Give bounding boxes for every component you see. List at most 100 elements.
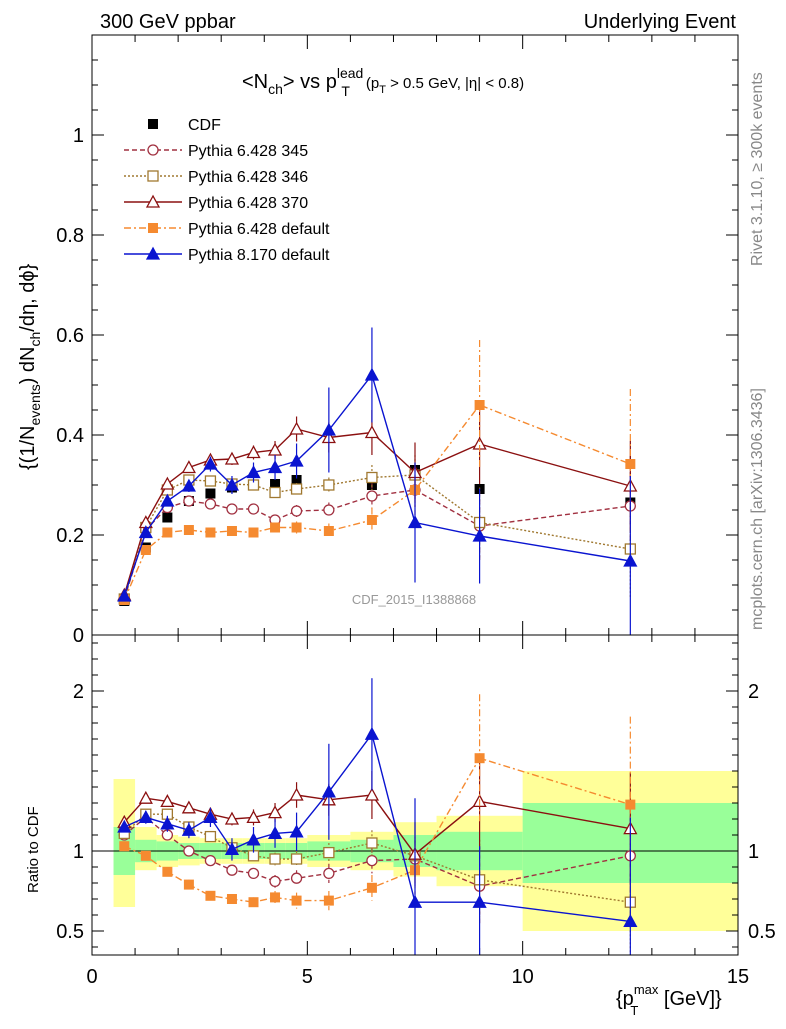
rivet-version-label: Rivet 3.1.10, ≥ 300k events bbox=[749, 72, 766, 266]
data-point bbox=[181, 822, 196, 836]
legend-marker bbox=[147, 144, 159, 156]
data-point bbox=[270, 479, 281, 489]
legend: CDF Pythia 6.428 345 Pythia 6.428 346 Pythi… bbox=[124, 117, 330, 264]
data-point bbox=[140, 545, 151, 555]
legend-entry: Pythia 6.428 370 bbox=[124, 194, 308, 212]
data-point bbox=[323, 867, 335, 880]
data-point bbox=[205, 527, 216, 538]
data-point bbox=[183, 525, 194, 535]
data-point bbox=[323, 846, 335, 859]
data-point bbox=[203, 810, 218, 824]
data-point bbox=[269, 853, 281, 865]
data-point bbox=[290, 872, 303, 884]
data-point bbox=[119, 841, 130, 852]
top-ticks: 0.2 0.4 0.6 0.8 1 0 bbox=[56, 35, 739, 647]
analysis-watermark: CDF_2015_I1388868 bbox=[352, 592, 476, 607]
data-point bbox=[289, 787, 304, 801]
data-point bbox=[270, 892, 281, 903]
data-point bbox=[269, 875, 281, 888]
series-5 bbox=[117, 327, 638, 635]
series-line bbox=[123, 373, 631, 597]
legend-entry: Pythia 6.428 346 bbox=[124, 169, 308, 186]
data-point bbox=[323, 895, 334, 906]
data-point bbox=[226, 894, 237, 904]
data-point bbox=[366, 471, 378, 484]
data-point bbox=[321, 422, 336, 436]
data-point bbox=[472, 894, 487, 908]
data-point bbox=[366, 490, 378, 502]
data-point bbox=[205, 488, 216, 499]
data-point bbox=[160, 476, 175, 490]
bottom-ticks: 0.5 0.5 1 1 2 2 0 5 10 15 bbox=[56, 635, 776, 988]
legend-entry: Pythia 8.170 default bbox=[124, 246, 330, 264]
data-point bbox=[160, 794, 175, 808]
data-point bbox=[138, 790, 153, 804]
series-line bbox=[123, 813, 631, 903]
data-point bbox=[474, 400, 485, 410]
legend-label: Pythia 6.428 345 bbox=[188, 143, 308, 160]
data-point bbox=[205, 890, 216, 901]
data-point bbox=[321, 784, 336, 798]
data-point bbox=[224, 811, 240, 825]
x-tick-label: 15 bbox=[727, 966, 749, 988]
data-point bbox=[290, 483, 303, 495]
x-axis-label: {pmax T [GeV]} bbox=[616, 982, 722, 1018]
chart-title: <Nch> vs plead T (pT > 0.5 GeV, |η| < 0.8) bbox=[242, 65, 524, 99]
data-point bbox=[267, 460, 283, 474]
data-point bbox=[224, 842, 240, 856]
data-point bbox=[224, 477, 240, 491]
legend-entry: CDF bbox=[148, 117, 221, 134]
data-point bbox=[364, 367, 380, 381]
y-tick-label: 0.4 bbox=[56, 425, 84, 447]
ratio-y-tick-label-right: 1 bbox=[748, 841, 759, 863]
data-point bbox=[247, 867, 260, 880]
ratio-y-tick-label: 0.5 bbox=[56, 921, 84, 943]
series-4 bbox=[117, 678, 638, 955]
bottom-panel-border bbox=[91, 634, 739, 956]
header-right: Underlying Event bbox=[584, 11, 737, 33]
x-tick-label: 10 bbox=[512, 966, 534, 988]
legend-marker bbox=[147, 170, 159, 182]
data-point bbox=[138, 810, 153, 824]
data-point bbox=[117, 588, 132, 602]
data-point bbox=[364, 726, 380, 740]
data-point bbox=[623, 914, 638, 928]
data-point bbox=[183, 879, 194, 890]
data-point bbox=[160, 816, 175, 830]
data-point bbox=[226, 526, 237, 536]
data-point bbox=[138, 525, 153, 539]
data-point bbox=[623, 553, 638, 567]
ratio-y-tick-label-right: 0.5 bbox=[748, 921, 776, 943]
data-point bbox=[323, 526, 334, 536]
data-point bbox=[248, 527, 259, 538]
data-point bbox=[323, 479, 335, 491]
ratio-y-tick-label: 2 bbox=[73, 681, 84, 703]
data-point bbox=[140, 850, 151, 861]
data-point bbox=[291, 895, 302, 906]
data-point bbox=[267, 826, 283, 840]
legend-label: Pythia 6.428 370 bbox=[188, 195, 308, 212]
data-point bbox=[246, 465, 261, 479]
data-point bbox=[226, 864, 238, 876]
data-point bbox=[246, 832, 261, 846]
data-point bbox=[267, 805, 283, 819]
x-tick-label: 5 bbox=[302, 966, 313, 988]
x-tick-label: 0 bbox=[86, 966, 97, 988]
data-point bbox=[181, 478, 196, 492]
legend-marker bbox=[145, 246, 161, 260]
data-point bbox=[162, 866, 173, 877]
data-point bbox=[289, 824, 304, 838]
legend-label: Pythia 6.428 default bbox=[188, 221, 330, 238]
data-point bbox=[323, 504, 335, 516]
data-point bbox=[269, 486, 281, 499]
data-point bbox=[246, 810, 261, 824]
data-point bbox=[160, 493, 175, 507]
data-point bbox=[625, 799, 636, 810]
legend-marker bbox=[148, 223, 158, 233]
series-line bbox=[123, 428, 631, 596]
data-point bbox=[204, 854, 217, 867]
legend-label: CDF bbox=[188, 117, 221, 134]
data-point bbox=[246, 445, 261, 459]
data-point bbox=[183, 845, 195, 857]
y-tick-label: 0.2 bbox=[56, 525, 84, 547]
